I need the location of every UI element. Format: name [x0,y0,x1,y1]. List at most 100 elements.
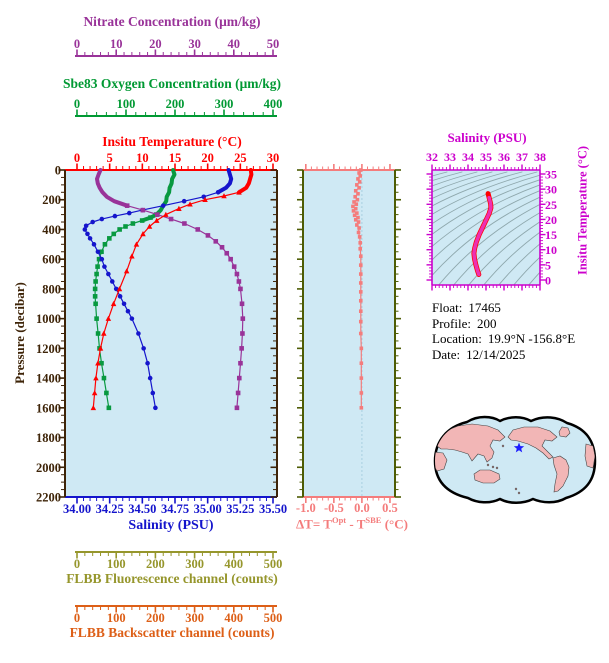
float-id-line: Float: 17465 [432,300,575,316]
salinity-axis-tick-label: 35.25 [226,502,254,516]
date-label: Date: [432,346,461,362]
salinity-axis-tick-label: 34.25 [96,502,124,516]
profile-line: Profile: 200 [432,316,575,332]
temperature-axis-tick-label: 0 [74,151,80,165]
delta-t-plot-area [303,170,395,497]
delta-t-plot: -1.0 -0.5 0.0 0.5 [296,164,401,515]
nitrate-axis-title: Nitrate Concentration (μm/kg) [83,14,261,29]
ts-temperature-tick-label: 30 [545,183,557,197]
pressure-tick-label: 600 [42,253,61,267]
isopycnal-contour [432,174,540,225]
ts-temperature-axis-title: Insitu Temperature (°C) [575,145,590,276]
ts-plot-title: Salinity (PSU) [447,130,527,145]
salinity-curve-mixed-layer [216,168,234,195]
location-line: Location: 19.9°N -156.8°E [432,331,575,347]
location-label: Location: [432,331,482,346]
date-line: Date: 12/14/2025 [432,347,575,363]
backscatter-axis-tick-label: 400 [224,611,243,625]
isopycnal-contour [432,171,523,207]
isopycnal-contour [432,190,540,261]
ts-salinity-tick-label: 36 [498,150,510,164]
isopycnal-contour [453,212,540,285]
ts-temperature-tick-label: 25 [545,198,557,212]
float-id-value: 17465 [468,300,501,315]
delta-t-axis-label: ΔT= TOpt - TSBE (°C) [296,515,408,532]
isopycnal-contour [432,171,478,187]
fluorescence-axis: 0 100 200 300 400 500 [74,551,282,571]
delta-t-tick-label: -1.0 [296,501,316,515]
nitrate-axis-tick-label: 50 [267,37,280,51]
delta-t-label-pre: ΔT= T [296,516,332,532]
delta-t-tick-label: 0.5 [382,501,398,515]
nitrate-curve-mixed-layer [95,168,130,208]
map-island [491,465,495,469]
ts-curve-opt [472,195,493,277]
salinity-axis-tick-label: 34.00 [63,502,91,516]
nitrate-axis-tick-label: 30 [188,37,201,51]
location-value: 19.9°N -156.8°E [487,331,576,346]
temperature-axis-title: Insitu Temperature (°C) [102,134,242,149]
delta-t-label-sup-sbe: SBE [365,515,382,525]
pressure-tick-label: 400 [42,223,61,237]
temperature-axis-tick-label: 20 [201,151,214,165]
pressure-tick-label: 2200 [36,491,61,505]
map-island [501,444,505,448]
fluorescence-axis-tick-label: 0 [74,557,80,571]
nitrate-axis: 0 10 20 30 40 50 [74,37,280,57]
date-value: 12/14/2025 [466,346,526,362]
nitrate-axis-tick-label: 10 [110,37,123,51]
map-land-north-america [507,426,558,460]
ts-curve-group [471,191,494,277]
map-land-greenland [558,426,571,438]
temperature-axis: 0 5 10 15 20 25 30 [65,151,280,171]
map-land [435,423,595,495]
isopycnal-contour [432,171,493,193]
series-nitrate [95,168,246,411]
pressure-tick-label: 1400 [36,372,61,386]
backscatter-axis-tick-label: 500 [264,611,283,625]
isopycnal-contour [468,221,540,285]
oxygen-axis-tick-label: 400 [264,97,283,111]
isopycnal-contour [528,271,540,285]
delta-t-label-post: (°C) [381,516,408,532]
float-position-star [513,442,525,453]
map-island [517,491,521,495]
temperature-axis-tick-label: 15 [169,151,182,165]
map-land-australia [473,469,501,484]
salinity-axis-tick-label: 35.00 [194,502,222,516]
delta-t-tick-label: 0.0 [354,501,370,515]
delta-t-label-sup-opt: Opt [331,515,347,525]
salinity-axis-tick-label: 34.50 [128,502,156,516]
salinity-axis-tick-label: 35.50 [259,502,287,516]
pressure-tick-label: 200 [42,193,61,207]
isopycnal-contour [438,203,540,285]
map-land-africa-west [435,451,448,472]
temperature-axis-tick-label: 25 [234,151,247,165]
ts-salinity-tick-label: 32 [426,150,438,164]
series-temperature [90,168,254,411]
ts-salinity-tick-label: 33 [444,150,456,164]
float-id-label: Float: [432,300,463,315]
map-land-eurasia [436,423,506,463]
world-map [433,415,597,504]
oxygen-axis-tick-label: 300 [215,97,234,111]
series-salinity [82,168,234,411]
isopycnal-contour [513,256,540,285]
pressure-axis: 0 200 400 600 800 1000 1200 1400 1600 1800 2000 220… [36,164,278,505]
oxygen-axis-tick-label: 100 [117,97,136,111]
isopycnal-contour [432,171,508,199]
fluorescence-axis-tick-label: 300 [185,557,204,571]
isopycnal-contour [483,231,540,285]
pressure-tick-label: 2000 [36,461,61,475]
backscatter-axis-title: FLBB Backscatter channel (counts) [69,625,275,640]
backscatter-axis-tick-label: 0 [74,611,80,625]
isopycnal-contour [498,243,540,285]
temperature-axis-tick-label: 30 [267,151,280,165]
fluorescence-axis-tick-label: 400 [224,557,243,571]
salinity-axis-tick-label: 34.75 [161,502,189,516]
backscatter-axis: 0 100 200 300 400 500 [74,605,283,625]
salinity-axis: 34.00 34.25 34.50 34.75 35.00 35.25 35.50 [63,496,287,516]
delta-t-tick-label: -0.5 [324,501,344,515]
temperature-axis-tick-label: 5 [107,151,113,165]
